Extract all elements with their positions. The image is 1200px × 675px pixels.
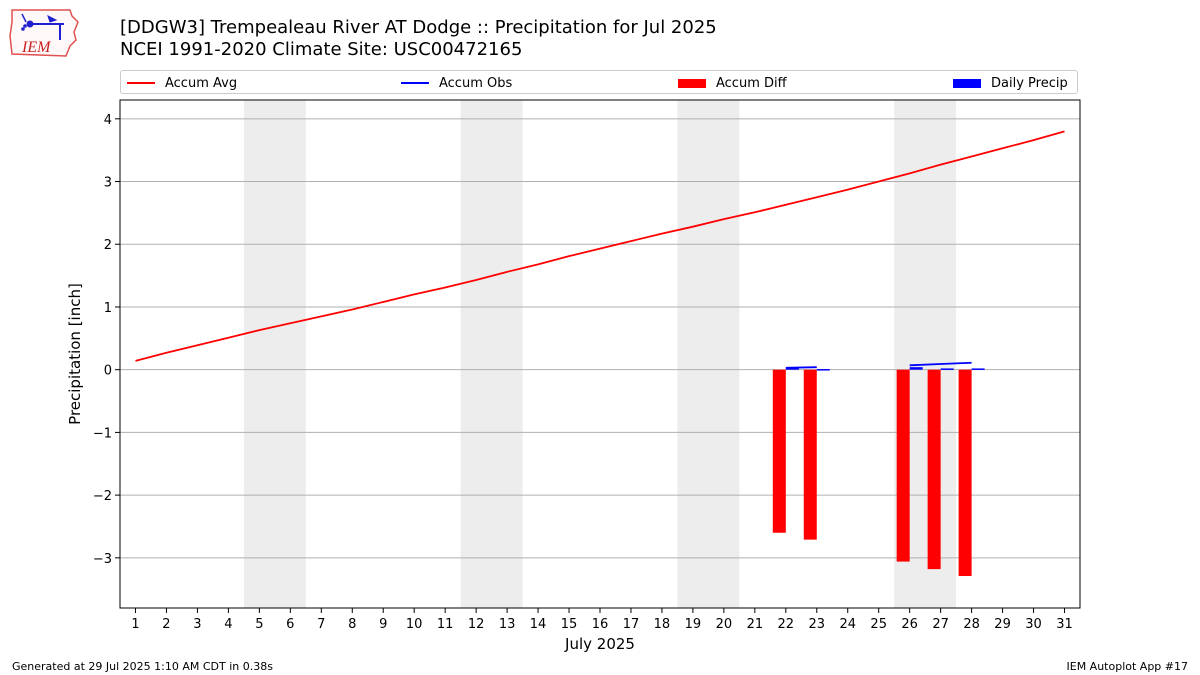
y-tick-label: −1 [93,426,112,441]
legend-label: Daily Precip [991,75,1068,91]
x-tick-label: 27 [932,617,949,632]
accum-diff-bar [772,369,786,533]
legend-label: Accum Avg [165,75,238,91]
x-tick-label: 12 [468,617,485,632]
chart-title-line2: NCEI 1991-2020 Climate Site: USC00472165 [120,39,523,60]
chart-title: [DDGW3] Trempealeau River AT Dodge :: Pr… [120,17,717,61]
x-tick-label: 1 [131,617,139,632]
legend-swatch [401,82,429,84]
x-tick-label: 28 [963,617,980,632]
x-tick-label: 23 [809,617,826,632]
x-tick-label: 25 [870,617,887,632]
x-tick-label: 15 [561,617,578,632]
chart-legend: Accum Avg Accum Obs Accum Diff Daily Pre… [120,70,1078,94]
weekend-shade [460,100,523,608]
legend-swatch [953,78,981,88]
legend-label: Accum Diff [716,75,787,91]
legend-swatch [678,78,706,88]
chart-title-line1: [DDGW3] Trempealeau River AT Dodge :: Pr… [120,17,717,38]
daily-precip-bar [785,367,799,370]
legend-item-accum-diff: Accum Diff [678,74,787,92]
legend-item-accum-avg: Accum Avg [127,74,237,92]
weekend-shade [677,100,740,608]
y-tick-label: −3 [93,552,112,567]
x-tick-label: 18 [654,617,671,632]
x-tick-label: 10 [406,617,423,632]
accum-avg-line [135,130,1065,362]
footer-app: IEM Autoplot App #17 [1066,660,1189,673]
accum-obs-line [785,366,817,369]
x-tick-label: 19 [685,617,702,632]
legend-swatch [127,82,155,84]
x-tick-label: 29 [994,617,1011,632]
footer-generated: Generated at 29 Jul 2025 1:10 AM CDT in … [12,660,273,673]
legend-label: Accum Obs [439,75,513,91]
x-tick-label: 5 [255,617,263,632]
daily-precip-bar [971,368,985,370]
x-tick-label: 7 [317,617,325,632]
y-tick-label: 2 [104,238,112,253]
accum-obs-line [909,361,972,367]
weather-station-icon [21,13,64,40]
x-tick-label: 11 [437,617,454,632]
x-tick-label: 4 [224,617,232,632]
x-tick-label: 6 [286,617,294,632]
x-tick-label: 21 [747,617,764,632]
accum-diff-bar [896,369,910,562]
x-tick-label: 26 [901,617,918,632]
weekend-shade [243,100,306,608]
accum-diff-bar [803,369,817,540]
daily-precip-bar [909,367,923,370]
x-tick-label: 22 [778,617,795,632]
x-tick-label: 14 [530,617,547,632]
accum-diff-bar [958,369,972,577]
x-tick-label: 20 [716,617,733,632]
iowa-outline-icon [9,9,79,57]
x-tick-label: 24 [839,617,856,632]
accum-diff-bar [927,369,941,570]
y-tick-label: −2 [93,489,112,504]
legend-item-daily-precip: Daily Precip [953,74,1068,92]
y-axis-label: Precipitation [inch] [66,283,84,425]
legend-item-accum-obs: Accum Obs [401,74,512,92]
y-tick-label: 4 [104,113,112,128]
y-tick-label: 1 [104,301,112,316]
iem-logo: IEM [9,9,79,57]
daily-precip-bar [816,369,830,371]
x-axis-label: July 2025 [564,635,635,653]
x-tick-label: 13 [499,617,516,632]
x-tick-label: 17 [623,617,640,632]
x-tick-label: 2 [162,617,170,632]
x-tick-label: 30 [1025,617,1042,632]
logo-text: IEM [21,39,52,56]
x-tick-label: 16 [592,617,609,632]
x-tick-label: 31 [1056,617,1073,632]
x-tick-label: 8 [348,617,356,632]
y-tick-label: 3 [104,176,112,191]
x-tick-label: 3 [193,617,201,632]
x-tick-label: 9 [379,617,387,632]
daily-precip-bar [940,368,954,370]
y-tick-label: 0 [104,364,112,379]
